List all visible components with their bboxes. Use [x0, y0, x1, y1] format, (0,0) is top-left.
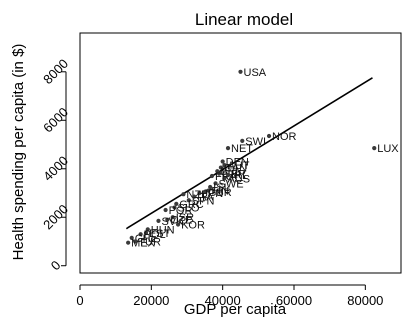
point-label: FRA [215, 171, 238, 183]
data-point [133, 239, 138, 244]
data-point [220, 159, 225, 164]
point-label: HUN [151, 224, 175, 236]
data-point [163, 207, 168, 213]
point-label: NZL [186, 189, 207, 201]
x-tick-label: 60000 [276, 293, 312, 308]
point-label: DEN [226, 156, 249, 168]
data-point [126, 240, 131, 245]
data-point [192, 194, 197, 199]
data-point [170, 215, 175, 220]
data-point [217, 171, 222, 176]
x-tick-label: 40000 [205, 293, 241, 308]
x-axis-title: GDP per capita [184, 301, 287, 318]
point-label: BEL [220, 166, 241, 178]
data-point [172, 205, 177, 210]
data-point [372, 146, 377, 151]
data-point [143, 230, 149, 236]
point-label: CHL [135, 233, 157, 245]
point-label: GER [222, 169, 246, 181]
point-label: POR [169, 205, 193, 217]
point-label: KOR [181, 220, 205, 232]
data-point [238, 69, 243, 74]
regression-line [125, 77, 373, 230]
data-point [222, 176, 227, 181]
point-label: CZE [170, 215, 192, 227]
data-point [174, 201, 179, 207]
data-point [156, 218, 161, 223]
data-point [175, 222, 181, 227]
y-tick-label: 8000 [40, 56, 71, 87]
data-point [222, 163, 227, 168]
x-axis: 0 20000 40000 60000 80000 [76, 284, 383, 308]
data-points: USALUXNORSWINETDENAUTCANBELGERAUSFRAIRLS… [126, 67, 399, 250]
point-label: TUR [138, 236, 161, 248]
y-tick-label: 2000 [40, 201, 71, 232]
point-label: NOR [272, 131, 297, 143]
data-point [225, 172, 231, 177]
point-label: SLO [178, 203, 200, 215]
point-label: AUT [227, 160, 249, 172]
point-label: USA [244, 67, 267, 79]
point-label: LUX [377, 143, 399, 155]
y-axis-title: Health spending per capita (in $) [10, 44, 27, 261]
point-label: GRC [179, 199, 204, 211]
data-point [266, 133, 272, 139]
point-label: AUS [227, 173, 250, 185]
data-point [240, 138, 245, 143]
point-label: IRL [231, 170, 248, 182]
data-point [218, 165, 223, 170]
data-point [206, 188, 211, 193]
point-label: NET [231, 143, 253, 155]
data-point [186, 198, 191, 203]
point-label: SWE [219, 178, 244, 190]
x-tick-label: 0 [76, 293, 83, 308]
point-label: CAN [224, 163, 247, 175]
y-tick-label: 6000 [40, 104, 71, 135]
point-label: SPN [192, 195, 215, 207]
data-point [225, 146, 231, 151]
data-point [208, 184, 213, 190]
point-label: GBR [208, 187, 232, 199]
data-point [197, 190, 202, 196]
data-point [165, 217, 170, 222]
point-label: SWI [245, 136, 266, 148]
point-label: JPN [202, 188, 223, 200]
data-point [209, 173, 215, 179]
x-tick-label: 20000 [133, 293, 169, 308]
point-label: ISR [176, 212, 194, 224]
point-label: POL [144, 229, 166, 241]
data-point [181, 192, 186, 197]
data-point [202, 189, 207, 194]
point-label: ITA [197, 192, 214, 204]
plot-frame [79, 32, 402, 274]
point-label: FIN [211, 186, 229, 198]
x-tick-label: 80000 [347, 293, 383, 308]
point-label: ISL [213, 182, 230, 194]
data-point [213, 181, 218, 186]
data-point [138, 232, 143, 237]
data-point [145, 227, 150, 232]
y-tick-label: 4000 [40, 153, 71, 184]
point-label: MEX [131, 238, 156, 250]
chart-title: Linear model [195, 10, 293, 29]
data-point [129, 235, 134, 240]
point-label: EST [149, 228, 171, 240]
